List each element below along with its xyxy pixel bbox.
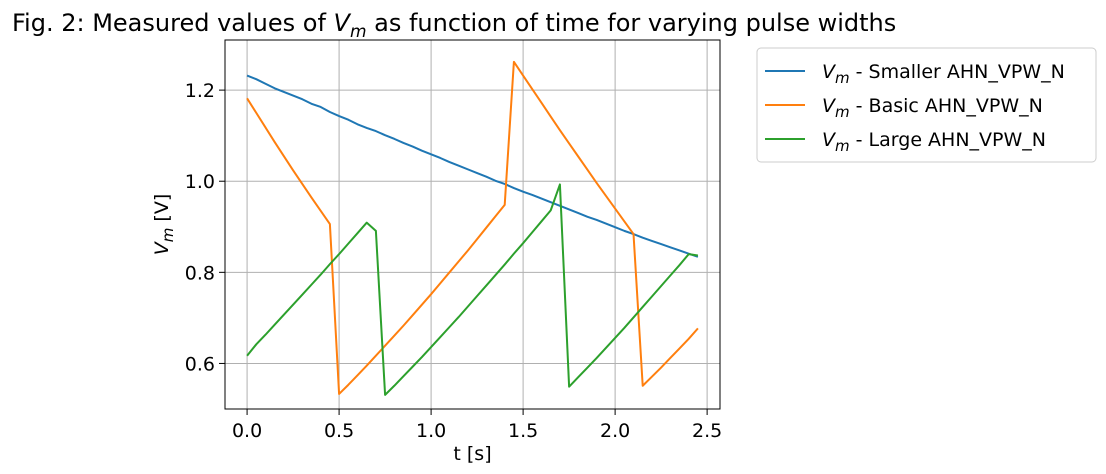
legend-label-1: Vm - Smaller AHN_VPW_N	[822, 61, 1065, 87]
grid	[225, 40, 720, 409]
legend-box	[756, 47, 1097, 163]
y-axis-label-unit: [V]	[151, 194, 173, 228]
series-line-3	[246, 183, 699, 396]
chart-title-subscript: m	[350, 22, 367, 42]
y-tick-label: 0.6	[185, 353, 215, 375]
legend-label-subscript: m	[835, 137, 850, 155]
x-tick-label: 2.5	[692, 420, 722, 442]
legend-label-3: Vm - Large AHN_VPW_N	[822, 129, 1046, 155]
series-line-1	[246, 74, 699, 258]
x-axis-label: t [s]	[453, 443, 491, 465]
y-axis-label: Vm [V]	[151, 194, 177, 256]
chart-title-suffix: as function of time for varying pulse wi…	[367, 9, 897, 37]
legend-entries: Vm - Smaller AHN_VPW_NVm - Basic AHN_VPW…	[765, 61, 1065, 155]
legend-label-subscript: m	[835, 103, 850, 121]
chart-title-symbol: V	[334, 9, 352, 37]
legend-label-2: Vm - Basic AHN_VPW_N	[822, 95, 1043, 121]
x-tick-label: 1.5	[508, 420, 538, 442]
legend-label-name: - Basic AHN_VPW_N	[850, 95, 1043, 117]
chart-title-prefix: Fig. 2: Measured values of	[12, 9, 334, 37]
legend-label-name: - Large AHN_VPW_N	[850, 129, 1046, 151]
series-line-2	[246, 60, 699, 395]
legend-label-symbol: V	[822, 61, 837, 83]
x-axis-ticks: 0.0 0.5 1.0 1.5 2.0 2.5	[232, 409, 722, 442]
legend-label-name: - Smaller AHN_VPW_N	[850, 61, 1065, 83]
x-tick-label: 0.0	[232, 420, 262, 442]
y-axis-ticks: 0.6 0.8 1.0 1.2	[185, 80, 225, 375]
y-tick-label: 1.2	[185, 80, 215, 102]
plot-frame	[224, 39, 721, 410]
chart-title: Fig. 2: Measured values of Vm as functio…	[12, 9, 896, 42]
x-tick-label: 1.0	[416, 420, 446, 442]
y-axis-label-subscript: m	[159, 228, 177, 243]
y-axis-label-symbol: V	[151, 240, 173, 255]
x-tick-label: 0.5	[324, 420, 354, 442]
y-tick-label: 1.0	[185, 171, 215, 193]
legend-label-symbol: V	[822, 129, 837, 151]
x-tick-label: 2.0	[600, 420, 630, 442]
legend-label-symbol: V	[822, 95, 837, 117]
series-group	[246, 60, 699, 396]
y-tick-label: 0.8	[185, 262, 215, 284]
legend: Vm - Smaller AHN_VPW_NVm - Basic AHN_VPW…	[756, 47, 1097, 163]
legend-label-subscript: m	[835, 69, 850, 87]
plot-area: 0.0 0.5 1.0 1.5 2.0 2.5 0.6 0.8 1.0 1.2	[185, 39, 722, 442]
